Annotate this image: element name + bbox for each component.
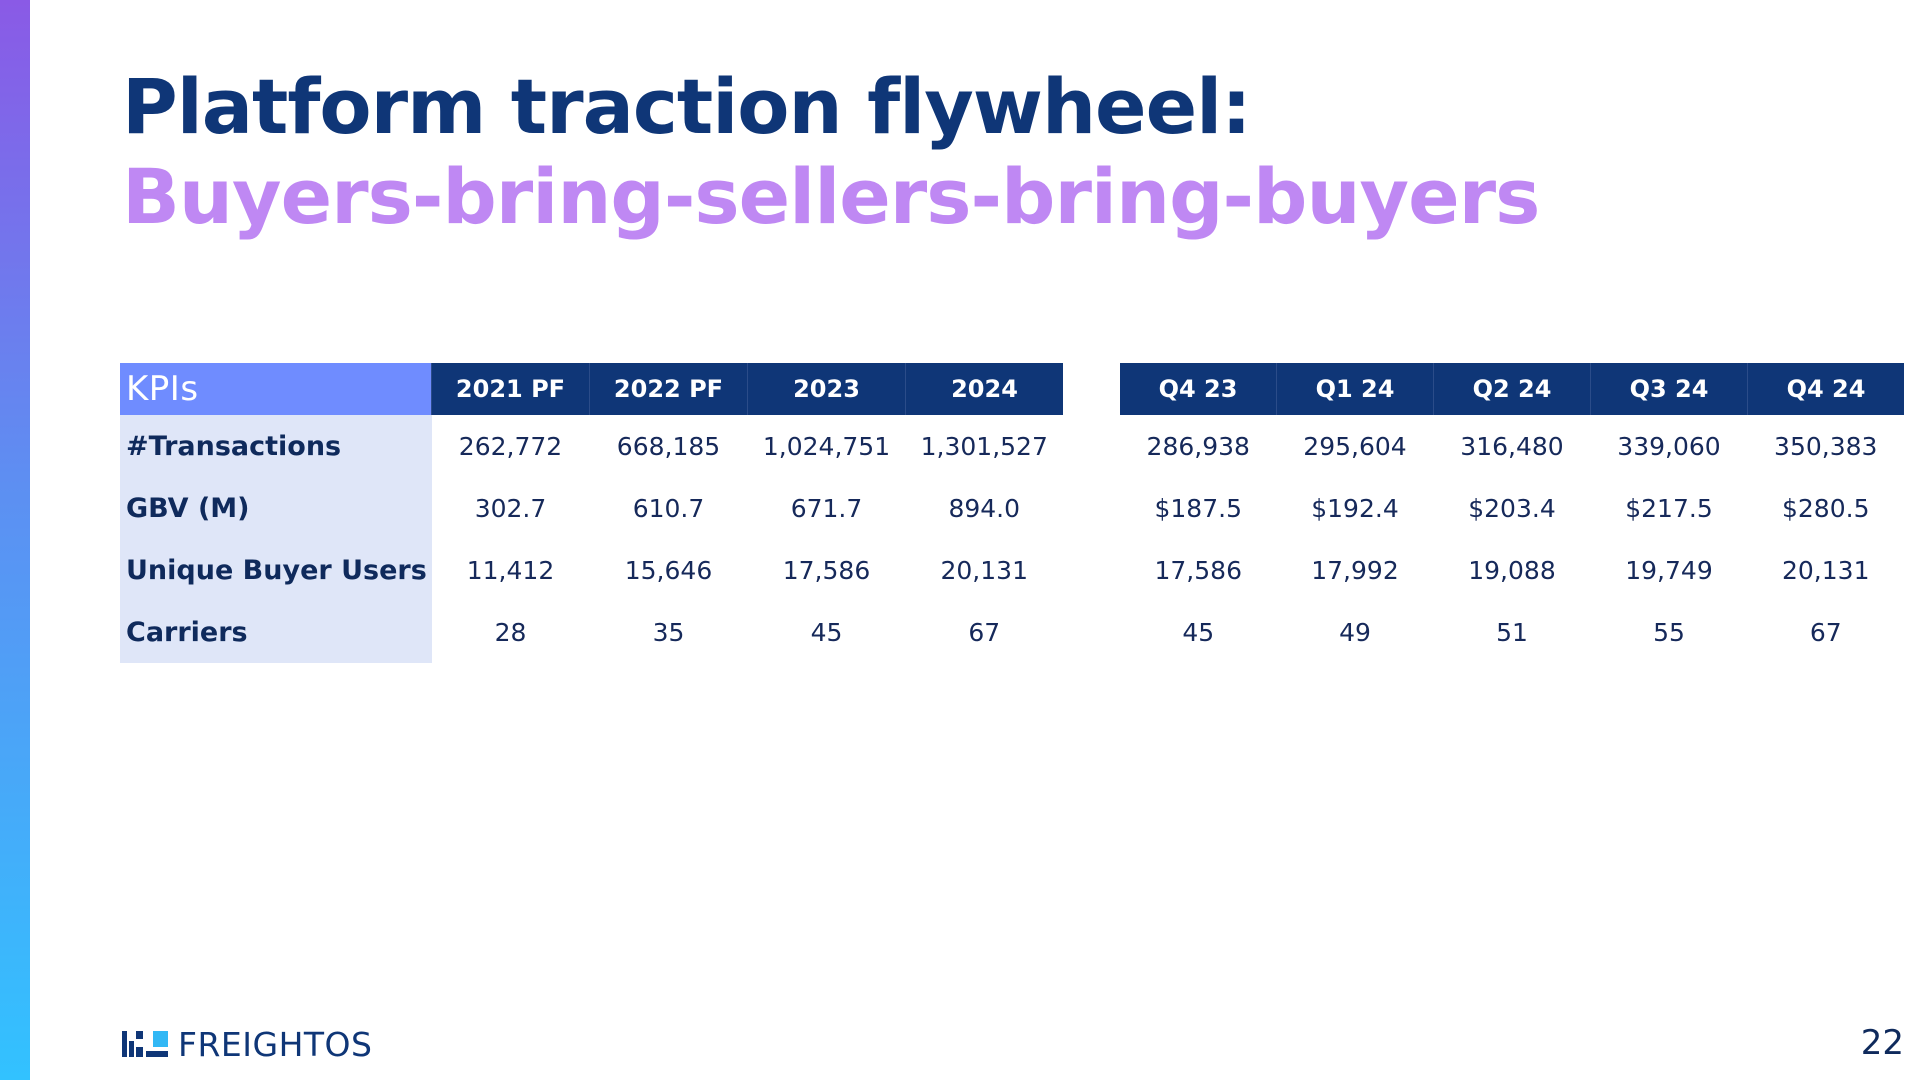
table-cell: 45 xyxy=(1182,617,1215,647)
table-cell: 668,185 xyxy=(616,431,721,461)
table-row: Carriers 28 35 45 67 xyxy=(120,601,1063,663)
table-cell: 45 xyxy=(810,617,843,647)
column-header: 2024 xyxy=(905,363,1063,415)
kpi-header: KPIs xyxy=(120,363,432,415)
freightos-logo-icon xyxy=(122,1031,168,1057)
freightos-logo: FREIGHTOS xyxy=(122,1024,373,1064)
table-row: GBV (M) 302.7 610.7 671.7 894.0 xyxy=(120,477,1063,539)
column-header: Q4 24 xyxy=(1747,363,1904,415)
table-cell: 20,131 xyxy=(1782,555,1870,585)
table-cell: 55 xyxy=(1653,617,1685,647)
table-row: 286,938 295,604 316,480 339,060 350,383 xyxy=(1120,415,1904,477)
table-row: 45 49 51 55 67 xyxy=(1120,601,1904,663)
table-cell: 339,060 xyxy=(1617,431,1721,461)
page-number: 22 xyxy=(1860,1023,1904,1063)
table-cell: 67 xyxy=(968,617,1001,647)
table-cell: 17,586 xyxy=(782,555,871,585)
annual-kpi-table: KPIs 2021 PF 2022 PF 2023 2024 #Transact… xyxy=(120,363,1063,663)
logo-text: FREIGHTOS xyxy=(178,1024,373,1064)
table-cell: 295,604 xyxy=(1303,431,1407,461)
quarterly-kpi-table: Q4 23 Q1 24 Q2 24 Q3 24 Q4 24 286,938 29… xyxy=(1120,363,1904,663)
table-cell: 17,586 xyxy=(1154,555,1242,585)
column-header: 2022 PF xyxy=(589,363,748,415)
table-cell: 316,480 xyxy=(1460,431,1564,461)
row-label: Carriers xyxy=(120,601,432,663)
table-cell: 19,749 xyxy=(1625,555,1713,585)
table-cell: 1,301,527 xyxy=(920,431,1048,461)
table-cell: 67 xyxy=(1809,617,1842,647)
quarterly-header-row: Q4 23 Q1 24 Q2 24 Q3 24 Q4 24 xyxy=(1120,363,1904,415)
table-cell: 350,383 xyxy=(1774,431,1878,461)
table-cell: 17,992 xyxy=(1311,555,1399,585)
column-header: 2021 PF xyxy=(431,363,590,415)
table-cell: $217.5 xyxy=(1625,493,1713,523)
column-header: Q3 24 xyxy=(1590,363,1748,415)
row-label: #Transactions xyxy=(120,415,432,477)
title-line-2: Buyers-bring-sellers-bring-buyers xyxy=(122,152,1540,241)
column-header: Q1 24 xyxy=(1276,363,1434,415)
row-label: Unique Buyer Users xyxy=(120,539,432,601)
accent-bar xyxy=(0,0,30,1080)
table-row: $187.5 $192.4 $203.4 $217.5 $280.5 xyxy=(1120,477,1904,539)
table-cell: $192.4 xyxy=(1311,493,1399,523)
table-cell: 51 xyxy=(1496,617,1528,647)
table-cell: $203.4 xyxy=(1468,493,1556,523)
table-cell: 28 xyxy=(494,617,527,647)
table-cell: 15,646 xyxy=(624,555,713,585)
column-header: Q4 23 xyxy=(1120,363,1277,415)
table-cell: $187.5 xyxy=(1154,493,1242,523)
table-cell: 671.7 xyxy=(790,493,863,523)
title-line-1: Platform traction flywheel: xyxy=(122,62,1252,151)
table-cell: 35 xyxy=(652,617,685,647)
table-cell: 19,088 xyxy=(1468,555,1556,585)
table-cell: 302.7 xyxy=(474,493,547,523)
table-cell: 894.0 xyxy=(948,493,1021,523)
annual-header-row: KPIs 2021 PF 2022 PF 2023 2024 xyxy=(120,363,1063,415)
table-cell: 610.7 xyxy=(632,493,705,523)
column-header: 2023 xyxy=(747,363,906,415)
column-header: Q2 24 xyxy=(1433,363,1591,415)
table-row: #Transactions 262,772 668,185 1,024,751 … xyxy=(120,415,1063,477)
table-row: 17,586 17,992 19,088 19,749 20,131 xyxy=(1120,539,1904,601)
table-cell: 49 xyxy=(1339,617,1371,647)
row-label: GBV (M) xyxy=(120,477,432,539)
table-cell: $280.5 xyxy=(1782,493,1870,523)
page-title: Platform traction flywheel: Buyers-bring… xyxy=(122,62,1540,242)
table-cell: 262,772 xyxy=(458,431,563,461)
table-cell: 1,024,751 xyxy=(762,431,891,461)
table-cell: 286,938 xyxy=(1146,431,1250,461)
table-cell: 20,131 xyxy=(940,555,1028,585)
table-row: Unique Buyer Users 11,412 15,646 17,586 … xyxy=(120,539,1063,601)
table-cell: 11,412 xyxy=(466,555,555,585)
